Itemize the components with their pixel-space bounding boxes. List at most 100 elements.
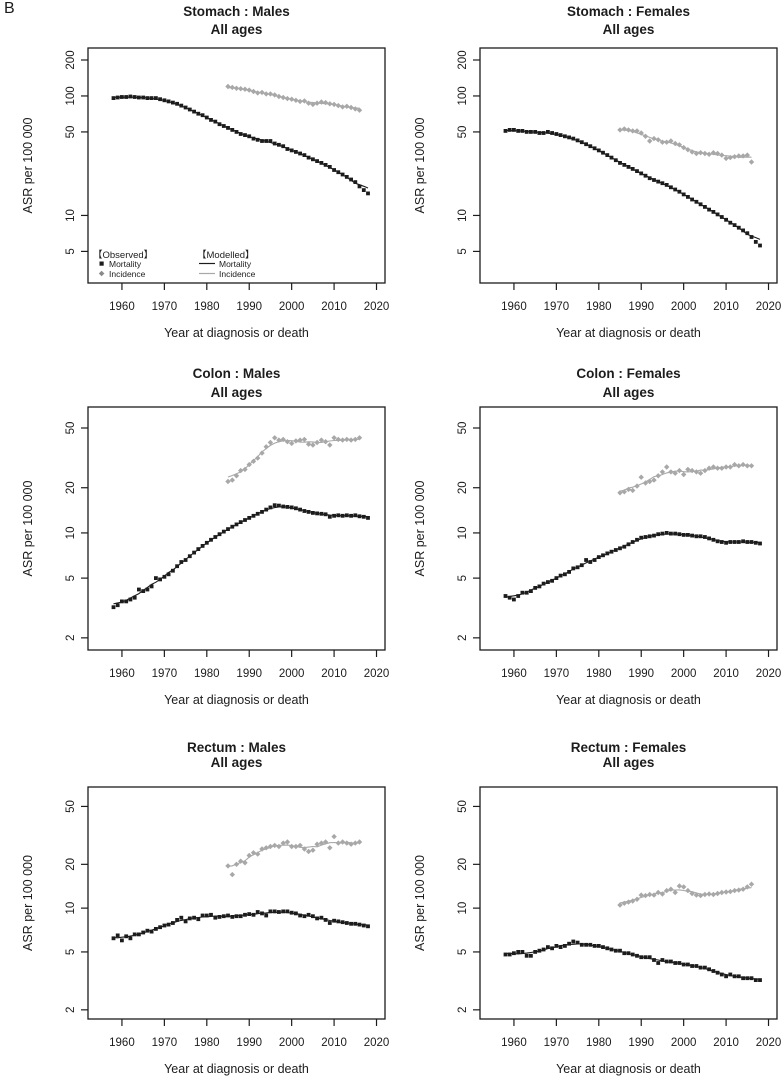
x-tick-label: 2010 bbox=[713, 1037, 739, 1049]
chart-stomach-females: Stomach : Females All ages 5 10 50 100 200 1960… bbox=[392, 0, 784, 360]
y-tick-label: 5 bbox=[65, 248, 77, 254]
y-tick-label: 10 bbox=[457, 902, 469, 915]
x-axis-title: Year at diagnosis or death bbox=[164, 326, 309, 340]
chart-title: Stomach : Males bbox=[183, 4, 290, 19]
x-tick-label: 2000 bbox=[279, 301, 305, 313]
plot-box bbox=[87, 786, 386, 1020]
y-tick-label: 20 bbox=[457, 481, 469, 494]
x-tick-label: 2000 bbox=[279, 1037, 305, 1049]
x-tick-label: 2020 bbox=[364, 301, 390, 313]
legend: 【Observed】MortalityIncidence【Modelled】Mo… bbox=[93, 250, 256, 279]
x-tick-label: 1990 bbox=[628, 668, 654, 680]
modelled-line-incidence bbox=[227, 438, 360, 478]
x-tick-label: 2020 bbox=[756, 301, 782, 313]
series-incidence-observed bbox=[617, 126, 755, 165]
legend-mortality-square-icon bbox=[99, 261, 104, 266]
modelled-line-mortality bbox=[505, 129, 761, 240]
x-tick-label: 1970 bbox=[544, 668, 570, 680]
y-tick-label: 50 bbox=[65, 126, 77, 139]
x-tick-label: 1970 bbox=[544, 1037, 570, 1049]
y-tick-label: 5 bbox=[457, 248, 469, 254]
chart-subtitle: All ages bbox=[211, 755, 263, 770]
chart-title: Stomach : Females bbox=[567, 4, 690, 19]
x-tick-label: 2010 bbox=[713, 301, 739, 313]
y-tick-label: 5 bbox=[65, 949, 77, 955]
x-tick-label: 2010 bbox=[713, 668, 739, 680]
chart-subtitle: All ages bbox=[211, 22, 263, 37]
chart-title: Rectum : Females bbox=[571, 740, 687, 755]
x-tick-label: 1980 bbox=[194, 668, 220, 680]
x-tick-label: 1970 bbox=[544, 301, 570, 313]
y-tick-label: 10 bbox=[457, 527, 469, 540]
y-tick-label: 2 bbox=[65, 635, 77, 641]
legend-observed-title: 【Observed】 bbox=[93, 250, 153, 261]
y-axis-title: ASR per 100 000 bbox=[21, 481, 35, 577]
y-tick-label: 20 bbox=[457, 858, 469, 871]
chart-rectum-males: Rectum : Males All ages 2 5 10 20 50 1960 1970 19… bbox=[0, 725, 392, 1084]
y-tick-label: 50 bbox=[457, 422, 469, 435]
y-tick-label: 5 bbox=[457, 575, 469, 581]
x-tick-label: 1990 bbox=[236, 301, 262, 313]
x-tick-label: 2010 bbox=[321, 1037, 347, 1049]
x-axis-title: Year at diagnosis or death bbox=[556, 1062, 701, 1076]
series-incidence-observed bbox=[225, 435, 363, 485]
series-incidence-observed bbox=[617, 881, 755, 908]
legend-incidence-diamond-icon bbox=[98, 270, 105, 277]
y-tick-label: 10 bbox=[65, 527, 77, 540]
series-mortality-observed bbox=[111, 503, 370, 610]
chart-subtitle: All ages bbox=[211, 385, 263, 400]
x-tick-label: 1960 bbox=[109, 301, 135, 313]
legend-modelled-mortality-label: Mortality bbox=[219, 259, 252, 269]
modelled-line-mortality bbox=[113, 96, 369, 189]
x-axis-title: Year at diagnosis or death bbox=[164, 1062, 309, 1076]
x-tick-label: 1990 bbox=[628, 301, 654, 313]
x-tick-label: 1960 bbox=[501, 301, 527, 313]
y-tick-label: 2 bbox=[65, 1007, 77, 1013]
chart-colon-females-svg: Colon : Females All ages 2 5 10 20 50 1960 1970 1… bbox=[413, 366, 781, 707]
y-tick-label: 10 bbox=[65, 902, 77, 915]
x-axis-title: Year at diagnosis or death bbox=[556, 693, 701, 707]
x-tick-label: 1970 bbox=[152, 301, 178, 313]
y-tick-label: 50 bbox=[457, 800, 469, 813]
chart-title: Rectum : Males bbox=[187, 740, 286, 755]
y-axis-title: ASR per 100 000 bbox=[413, 118, 427, 214]
x-tick-label: 2000 bbox=[671, 301, 697, 313]
y-tick-label: 2 bbox=[457, 1007, 469, 1013]
x-tick-label: 2020 bbox=[364, 668, 390, 680]
chart-colon-males: Colon : Males All ages 2 5 10 20 50 1960 1970 198… bbox=[0, 360, 392, 725]
chart-stomach-females-svg: Stomach : Females All ages 5 10 50 100 200 1960… bbox=[413, 4, 782, 340]
y-tick-label: 50 bbox=[65, 422, 77, 435]
y-tick-label: 10 bbox=[457, 209, 469, 222]
plot-box bbox=[479, 47, 778, 284]
x-tick-label: 1970 bbox=[152, 668, 178, 680]
y-tick-label: 2 bbox=[457, 635, 469, 641]
x-axis-title: Year at diagnosis or death bbox=[556, 326, 701, 340]
series-incidence-observed bbox=[617, 461, 755, 496]
chart-subtitle: All ages bbox=[603, 22, 655, 37]
x-tick-label: 1960 bbox=[109, 668, 135, 680]
legend-modelled-incidence-label: Incidence bbox=[219, 269, 256, 279]
series-mortality-observed bbox=[111, 909, 370, 943]
plot-box bbox=[87, 47, 386, 284]
series-mortality-observed bbox=[503, 128, 762, 248]
y-tick-label: 50 bbox=[457, 126, 469, 139]
y-tick-label: 200 bbox=[65, 50, 77, 69]
y-tick-label: 5 bbox=[65, 575, 77, 581]
legend-observed-mortality-label: Mortality bbox=[109, 259, 142, 269]
series-mortality-observed bbox=[111, 94, 370, 196]
x-tick-label: 2010 bbox=[321, 668, 347, 680]
modelled-line-incidence bbox=[227, 841, 360, 868]
x-tick-label: 2020 bbox=[756, 1037, 782, 1049]
y-tick-label: 100 bbox=[457, 86, 469, 105]
x-axis-title: Year at diagnosis or death bbox=[164, 693, 309, 707]
legend-observed-incidence-label: Incidence bbox=[109, 269, 146, 279]
y-tick-label: 200 bbox=[457, 50, 469, 69]
y-axis-title: ASR per 100 000 bbox=[413, 481, 427, 577]
x-tick-label: 1970 bbox=[152, 1037, 178, 1049]
plot-box bbox=[479, 406, 778, 651]
chart-title: Colon : Females bbox=[576, 366, 680, 381]
x-tick-label: 2020 bbox=[364, 1037, 390, 1049]
y-tick-label: 20 bbox=[65, 481, 77, 494]
